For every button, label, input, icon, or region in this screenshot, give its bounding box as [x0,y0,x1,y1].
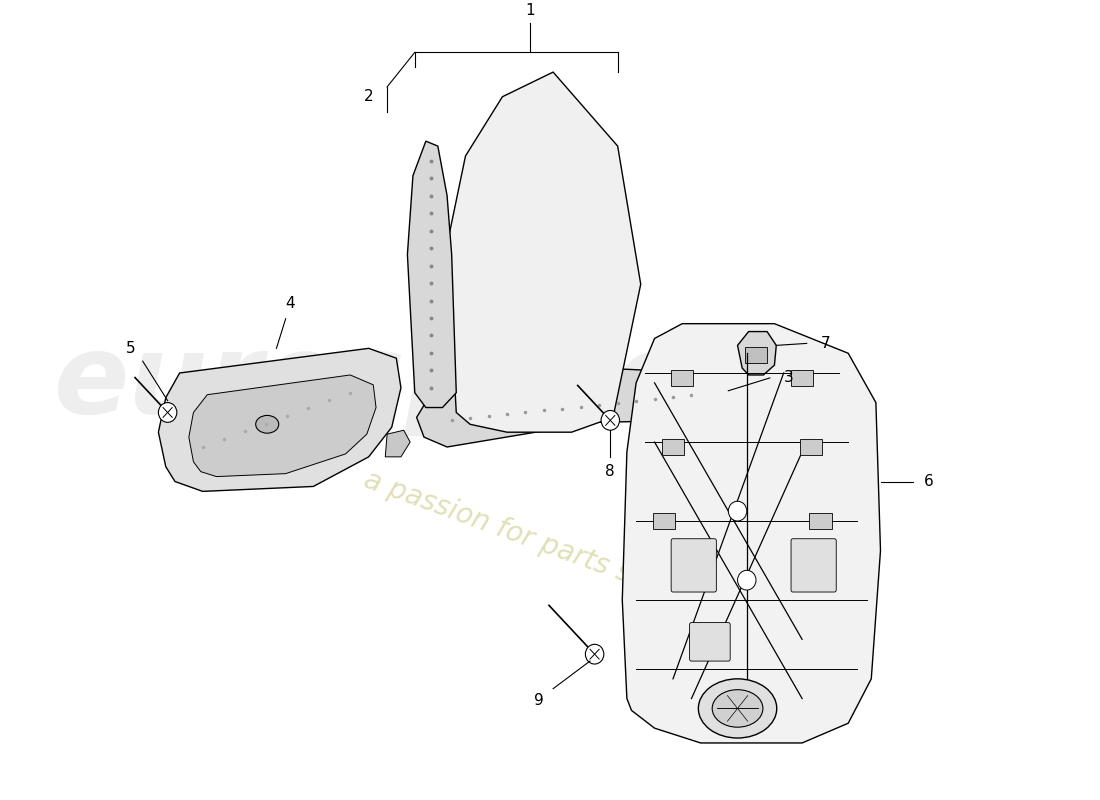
FancyBboxPatch shape [671,538,716,592]
Text: 8: 8 [605,464,615,479]
Text: eurospares: eurospares [54,330,757,436]
Text: 5: 5 [125,341,135,356]
Polygon shape [189,375,376,477]
Bar [810,513,832,529]
Circle shape [738,570,756,590]
Polygon shape [738,331,777,375]
FancyBboxPatch shape [690,622,730,661]
Circle shape [158,402,177,422]
Bar [745,347,767,363]
Polygon shape [417,368,728,447]
Text: 1: 1 [525,3,535,18]
Bar [652,513,674,529]
Text: a passion for parts since 1985: a passion for parts since 1985 [361,466,764,635]
Polygon shape [407,141,456,407]
Bar [671,370,693,386]
Ellipse shape [255,415,278,433]
Ellipse shape [712,690,763,727]
Circle shape [728,502,747,521]
FancyBboxPatch shape [791,538,836,592]
Text: 4: 4 [286,297,295,311]
Polygon shape [385,430,410,457]
Text: 9: 9 [535,693,544,708]
Bar [791,370,813,386]
Polygon shape [447,72,640,432]
Text: 6: 6 [924,474,934,489]
Circle shape [601,410,619,430]
Bar [801,439,823,455]
Text: 2: 2 [364,90,374,104]
Polygon shape [623,324,880,743]
Bar [662,439,684,455]
Text: 3: 3 [783,370,793,386]
Polygon shape [158,348,400,491]
Circle shape [585,644,604,664]
Ellipse shape [698,679,777,738]
Text: 7: 7 [821,336,830,351]
